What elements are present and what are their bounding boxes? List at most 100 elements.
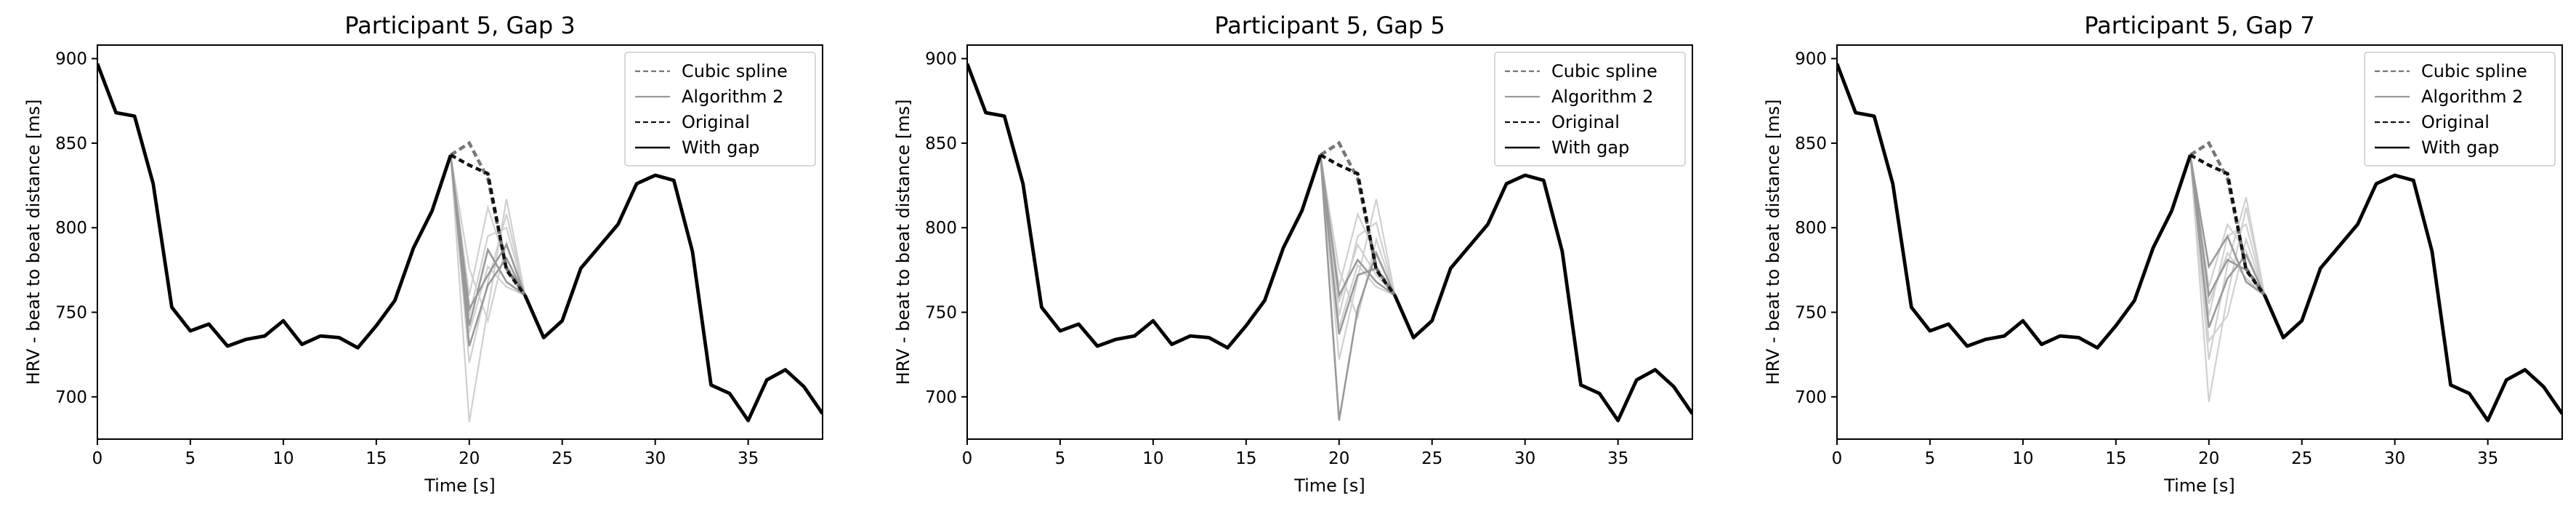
y-tick-label: 800 (1795, 219, 1827, 238)
x-tick-label: 35 (2477, 449, 2498, 468)
x-tick-label: 35 (738, 449, 759, 468)
legend-box (1494, 52, 1686, 166)
x-axis-label: Time [s] (1293, 475, 1365, 496)
algorithm2-line-1 (1319, 155, 1396, 421)
x-tick-label: 15 (2105, 449, 2126, 468)
y-tick-label: 850 (1795, 134, 1827, 153)
x-tick-label: 10 (2012, 449, 2033, 468)
candidate-line-1 (2189, 155, 2266, 402)
legend-label: Cubic spline (2421, 61, 2527, 81)
y-tick-label: 750 (55, 304, 87, 323)
legend-label: Algorithm 2 (2421, 87, 2523, 107)
original-line (450, 153, 527, 297)
legend-label: With gap (2421, 137, 2499, 158)
chart-panel-3: 0 5 10 15 20 25 30 35 700 750 800 850 900 Participant… (1763, 12, 2563, 496)
chart-title: Participant 5, Gap 3 (344, 12, 575, 39)
legend-label: Original (1551, 112, 1620, 132)
x-tick-label: 0 (1832, 449, 1843, 468)
algorithm2-line-3 (449, 155, 526, 326)
legend-label: With gap (682, 137, 759, 158)
y-axis-label: HRV - beat to beat distance [ms] (1763, 100, 1783, 385)
x-tick-label: 25 (1421, 449, 1442, 468)
x-tick-label: 20 (2198, 449, 2219, 468)
y-tick-label: 700 (55, 388, 87, 407)
x-tick-label: 20 (1328, 449, 1349, 468)
x-tick-label: 30 (2384, 449, 2405, 468)
y-tick-label: 800 (925, 219, 957, 238)
x-tick-label: 10 (1142, 449, 1163, 468)
plot-area (97, 63, 823, 422)
plot-area (1837, 63, 2562, 422)
legend: Cubic spline Algorithm 2 Original With gap (2364, 52, 2556, 166)
algorithm2-line-2 (449, 155, 526, 313)
legend-box (2364, 52, 2556, 166)
y-tick-label: 900 (1795, 50, 1827, 69)
chart-title: Participant 5, Gap 5 (1214, 12, 1445, 39)
with-gap-line (1837, 63, 2562, 422)
algorithm2-line-3 (1319, 155, 1396, 299)
legend-box (624, 52, 816, 166)
axes-frame (966, 44, 1693, 440)
legend-label: Algorithm 2 (682, 87, 783, 107)
x-tick-label: 30 (1514, 449, 1535, 468)
x-tick-label: 30 (645, 449, 666, 468)
candidate-line-4 (450, 155, 526, 296)
x-tick-label: 20 (459, 449, 480, 468)
original-line (1320, 153, 1397, 297)
legend-label: Original (682, 112, 750, 132)
x-tick-label: 35 (1607, 449, 1628, 468)
legend-label: Cubic spline (1551, 61, 1658, 81)
original-line (2189, 153, 2266, 297)
legend-label: Cubic spline (682, 61, 788, 81)
legend-label: With gap (1551, 137, 1629, 158)
x-axis-label: Time [s] (424, 475, 496, 496)
y-tick-label: 700 (925, 388, 957, 407)
x-tick-label: 10 (272, 449, 294, 468)
x-tick-label: 0 (92, 449, 103, 468)
candidate-line-2 (1320, 155, 1396, 316)
y-tick-label: 750 (1795, 304, 1827, 323)
candidate-line-2 (2189, 155, 2266, 360)
x-tick-label: 5 (1925, 449, 1936, 468)
x-tick-label: 5 (185, 449, 196, 468)
y-axis-label: HRV - beat to beat distance [ms] (893, 100, 913, 385)
cubic-spline-line (2189, 140, 2266, 297)
axes-frame (1836, 44, 2563, 440)
chart-title: Participant 5, Gap 7 (2084, 12, 2314, 39)
legend-label: Original (2421, 112, 2490, 132)
y-tick-label: 850 (925, 134, 957, 153)
legend: Cubic spline Algorithm 2 Original With gap (1494, 52, 1686, 166)
candidate-line-1 (450, 155, 526, 422)
algorithm2-line-3 (2189, 154, 2266, 297)
candidate-line-5 (2189, 155, 2266, 344)
y-tick-label: 900 (55, 50, 87, 69)
x-tick-label: 15 (1235, 449, 1256, 468)
candidate-line-4 (1320, 155, 1396, 321)
y-axis-label: HRV - beat to beat distance [ms] (23, 100, 44, 385)
y-tick-label: 700 (1795, 388, 1827, 407)
y-tick-label: 750 (925, 304, 957, 323)
candidate-line-1 (1320, 155, 1396, 360)
y-tick-label: 800 (55, 219, 87, 238)
x-tick-label: 25 (552, 449, 573, 468)
candidate-line-2 (450, 155, 526, 364)
x-axis-label: Time [s] (2163, 475, 2235, 496)
algorithm2-line-1 (449, 155, 526, 347)
y-tick-label: 850 (55, 134, 87, 153)
with-gap-line (967, 63, 1692, 422)
legend: Cubic spline Algorithm 2 Original With gap (624, 52, 816, 166)
plot-area (967, 63, 1692, 422)
x-tick-label: 0 (962, 449, 973, 468)
x-tick-label: 5 (1055, 449, 1066, 468)
x-tick-label: 25 (2291, 449, 2312, 468)
chart-panel-2: 0 5 10 15 20 25 30 35 700 750 800 850 900 Participant… (893, 12, 1693, 496)
x-tick-label: 15 (366, 449, 387, 468)
with-gap-line (97, 63, 823, 422)
cubic-spline-line (1319, 140, 1397, 297)
cubic-spline-line (449, 140, 527, 297)
axes-frame (97, 44, 823, 440)
y-tick-label: 900 (925, 50, 957, 69)
algorithm2-line-1 (2189, 155, 2266, 328)
legend-label: Algorithm 2 (1551, 87, 1653, 107)
